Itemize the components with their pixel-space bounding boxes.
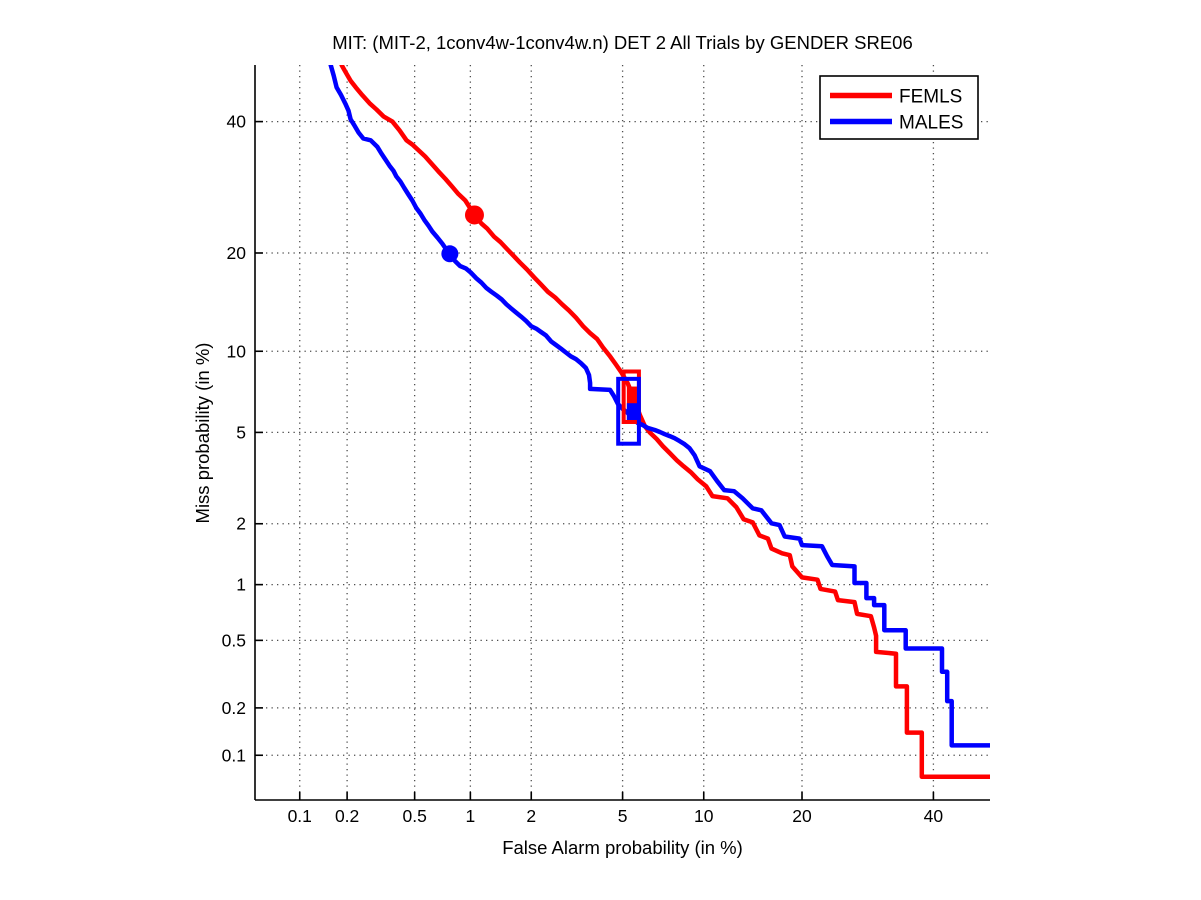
markers-femls — [464, 205, 641, 424]
y-tick-label: 1 — [236, 575, 246, 595]
curve-femls — [339, 65, 990, 780]
x-tick-label: 0.5 — [402, 806, 426, 826]
x-tick-label: 0.2 — [335, 806, 359, 826]
legend: FEMLS MALES — [819, 75, 979, 140]
x-tick-label: 10 — [694, 806, 714, 826]
curve-males — [328, 65, 990, 748]
markers-males — [441, 245, 641, 446]
y-tick-label: 0.5 — [222, 630, 246, 650]
y-tick-label: 5 — [236, 422, 246, 442]
tick-labels: 0.1 0.2 0.5 1 2 5 10 20 40 0.1 0.2 0.5 1 2 5 10 20 40 — [222, 112, 944, 826]
x-tick-label: 40 — [924, 806, 944, 826]
legend-box — [819, 75, 979, 140]
x-tick-label: 20 — [792, 806, 812, 826]
y-tick-label: 0.2 — [222, 698, 246, 718]
dcf-dot-marker — [464, 205, 484, 225]
dcf-box-marker — [616, 376, 641, 446]
y-tick-label: 0.1 — [222, 745, 246, 765]
grid — [255, 65, 990, 800]
x-tick-label: 2 — [526, 806, 536, 826]
dcf-filled-marker — [626, 403, 638, 420]
y-tick-label: 10 — [227, 341, 247, 361]
x-tick-label: 0.1 — [288, 806, 312, 826]
x-axis-label: False Alarm probability (in %) — [502, 837, 743, 858]
y-tick-label: 2 — [236, 514, 246, 534]
legend-label-femls: FEMLS — [899, 87, 962, 108]
y-axis-label: Miss probability (in %) — [192, 342, 213, 524]
legend-label-males: MALES — [899, 113, 963, 134]
y-tick-label: 20 — [227, 243, 247, 263]
axes — [254, 65, 990, 801]
y-tick-label: 40 — [227, 112, 247, 132]
chart-title: MIT: (MIT-2, 1conv4w-1conv4w.n) DET 2 Al… — [332, 32, 913, 53]
x-tick-label: 1 — [466, 806, 476, 826]
dcf-dot-marker — [441, 245, 459, 263]
x-tick-label: 5 — [618, 806, 628, 826]
